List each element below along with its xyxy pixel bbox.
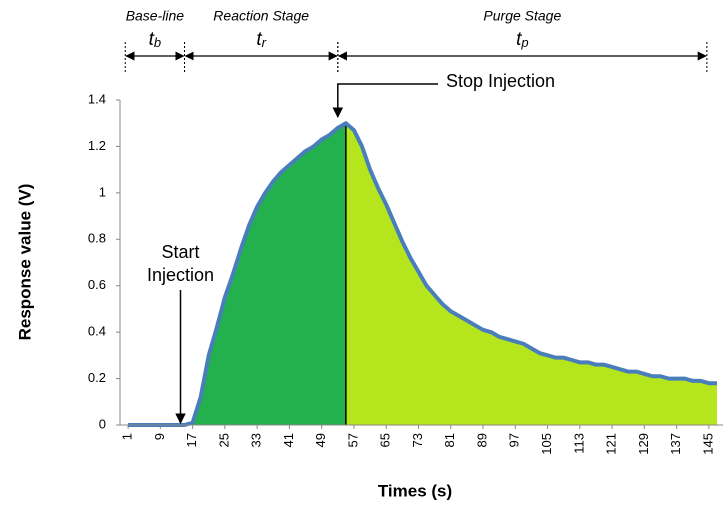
stage-symbol-subscript: p bbox=[520, 35, 528, 50]
x-tick-label: 121 bbox=[604, 433, 619, 455]
data-line bbox=[128, 121, 717, 427]
annotation-text: Start bbox=[161, 242, 199, 262]
x-tick-label: 129 bbox=[636, 433, 651, 455]
x-tick-label: 1 bbox=[120, 433, 135, 440]
x-tick-label: 33 bbox=[249, 433, 264, 447]
x-axis-title: Times (s) bbox=[378, 481, 452, 500]
y-tick-label: 0.2 bbox=[88, 370, 106, 385]
y-tick-label: 1.2 bbox=[88, 138, 106, 153]
x-tick-label: 105 bbox=[539, 433, 554, 455]
stage-symbol-letter: t bbox=[256, 29, 262, 50]
y-tick-label: 1 bbox=[99, 184, 106, 199]
stage-symbol: tr bbox=[256, 29, 266, 50]
annotation-text: Injection bbox=[147, 265, 214, 285]
annotation-arrow bbox=[332, 83, 438, 119]
y-tick-label: 0.6 bbox=[88, 277, 106, 292]
y-tick-label: 0.4 bbox=[88, 324, 106, 339]
x-tick-label: 9 bbox=[152, 433, 167, 440]
y-tick-label: 1.4 bbox=[88, 91, 106, 106]
area-fill bbox=[128, 123, 346, 425]
stage-name: Reaction Stage bbox=[213, 8, 309, 24]
area-fill bbox=[345, 123, 717, 425]
stage-name: Purge Stage bbox=[483, 8, 561, 24]
x-tick-label: 113 bbox=[571, 433, 586, 454]
x-tick-label: 41 bbox=[281, 433, 296, 447]
x-tick-label: 49 bbox=[313, 433, 328, 447]
stage-symbol-subscript: r bbox=[262, 35, 267, 50]
x-tick-label: 73 bbox=[410, 433, 425, 447]
stage-symbol: tp bbox=[516, 29, 529, 50]
stage-symbol-letter: t bbox=[516, 29, 522, 50]
x-tick-label: 97 bbox=[507, 433, 522, 447]
y-tick-label: 0.8 bbox=[88, 231, 106, 246]
stage-symbol-subscript: b bbox=[154, 35, 161, 50]
x-tick-label: 89 bbox=[474, 433, 489, 447]
x-tick-label: 57 bbox=[345, 433, 360, 447]
x-tick-label: 81 bbox=[442, 433, 457, 447]
y-axis-title: Response value (V) bbox=[15, 184, 34, 341]
stage-name: Base-line bbox=[126, 8, 185, 24]
x-tick-label: 17 bbox=[184, 433, 199, 447]
x-tick-label: 25 bbox=[216, 433, 231, 447]
annotation-text: Stop Injection bbox=[446, 71, 555, 91]
x-tick-label: 145 bbox=[700, 433, 715, 455]
x-tick-label: 137 bbox=[668, 433, 683, 455]
x-tick-label: 65 bbox=[378, 433, 393, 447]
stage-symbol-letter: t bbox=[149, 29, 155, 50]
stage-symbol: tb bbox=[149, 29, 162, 50]
y-tick-label: 0 bbox=[99, 416, 106, 431]
